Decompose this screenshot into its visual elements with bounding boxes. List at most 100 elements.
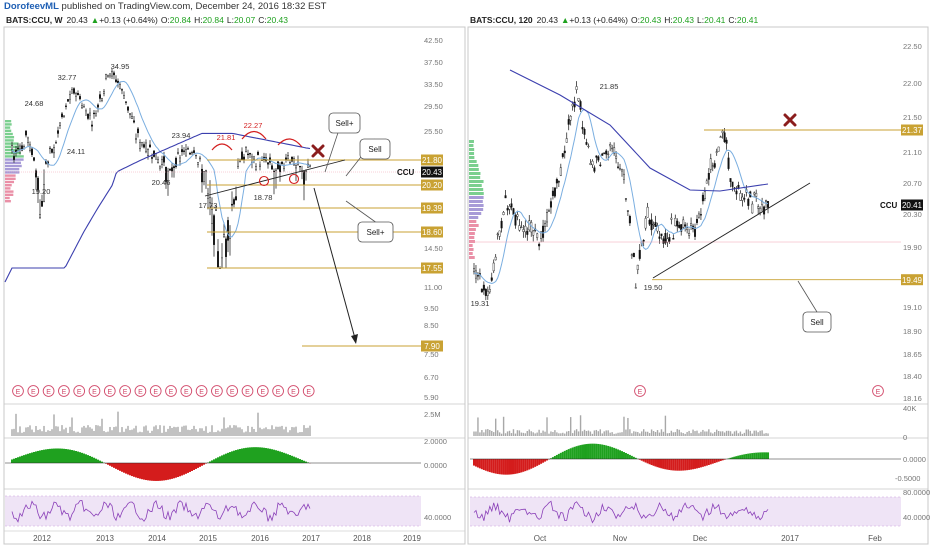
macd-histogram-bar <box>69 449 71 463</box>
slow-moving-average-line <box>4 132 311 283</box>
volume-bar <box>698 433 700 436</box>
price-candle-body <box>78 96 81 100</box>
volume-bar <box>169 425 171 436</box>
last-price: 20.43 <box>537 15 559 25</box>
y-axis-tick-label: 33.50 <box>424 80 443 89</box>
volume-bar <box>133 428 135 436</box>
volume-bar <box>287 432 289 436</box>
macd-histogram-bar <box>183 463 185 475</box>
price-candle-body <box>751 203 754 214</box>
macd-histogram-bar <box>607 445 610 459</box>
volume-bar <box>554 430 556 436</box>
price-candle-body <box>281 161 284 164</box>
macd-histogram-bar <box>579 445 582 459</box>
volume-bar <box>243 432 245 436</box>
macd-histogram-bar <box>731 457 734 459</box>
quote-label: O: <box>631 15 640 25</box>
volume-bar <box>623 416 625 436</box>
macd-histogram-bar <box>109 463 111 466</box>
macd-histogram-bar <box>619 450 622 459</box>
macd-histogram-bar <box>15 457 17 463</box>
price-candle-body <box>122 95 125 99</box>
x-axis-tick-label: 2018 <box>353 534 371 543</box>
volume-bar <box>646 431 649 436</box>
price-candle-body <box>540 231 543 239</box>
price-candle-body <box>295 165 298 169</box>
macd-histogram-bar <box>680 459 683 471</box>
volume-bar <box>496 430 499 436</box>
volume-bar <box>285 426 287 436</box>
x-axis-tick-label: Dec <box>693 534 707 543</box>
macd-histogram-bar <box>201 463 203 466</box>
price-annotation: 19.20 <box>32 187 51 196</box>
price-level-label: 7.90 <box>424 342 440 351</box>
macd-histogram-bar <box>179 463 181 477</box>
macd-histogram-bar <box>684 459 687 471</box>
macd-histogram-bar <box>245 447 247 463</box>
price-candle-body <box>210 209 213 224</box>
volume-bar <box>237 427 239 436</box>
macd-histogram-bar <box>115 463 117 469</box>
price-candle-body <box>142 144 145 148</box>
volume-bar <box>700 431 702 436</box>
price-candle-body <box>510 203 513 208</box>
price-candle-body <box>506 208 509 211</box>
slow-moving-average-line <box>509 69 769 192</box>
macd-histogram-bar <box>127 463 129 475</box>
volume-bar <box>181 426 183 436</box>
price-candle-body <box>232 199 235 205</box>
quote-value: 20.43 <box>267 15 289 25</box>
volume-bar <box>309 425 311 436</box>
price-level-tag <box>901 274 923 286</box>
volume-bar <box>163 425 165 436</box>
macd-histogram-bar <box>161 463 163 481</box>
volume-bar <box>739 431 742 436</box>
price-candle-body <box>33 157 36 161</box>
y-axis-tick-label: 37.50 <box>424 58 443 67</box>
left-panel-frame <box>3 26 466 545</box>
volume-bar <box>289 430 291 436</box>
price-candle-body <box>721 130 724 133</box>
macd-histogram-bar <box>75 451 77 463</box>
volume-bar <box>749 430 751 436</box>
volume-bar <box>761 430 763 436</box>
published-text: published on TradingView.com, December 2… <box>61 1 327 12</box>
macd-histogram-bar <box>546 459 549 461</box>
author-name[interactable]: DorofeevML <box>4 1 59 12</box>
earnings-marker <box>287 385 300 397</box>
volume-profile-bar <box>469 200 483 203</box>
macd-histogram-bar <box>563 450 566 459</box>
macd-histogram-bar <box>307 462 309 463</box>
volume-bar <box>199 428 201 436</box>
price-candle-body <box>220 257 223 269</box>
macd-histogram-bar <box>526 459 529 471</box>
callout-label: Sell <box>810 318 824 327</box>
macd-histogram-bar <box>99 460 101 463</box>
macd-histogram-bar <box>37 450 39 463</box>
price-candle-body <box>694 227 697 237</box>
macd-histogram-bar <box>630 455 633 459</box>
price-candle-body <box>160 159 163 165</box>
macd-histogram-bar <box>271 449 273 463</box>
price-candle-body <box>206 193 209 199</box>
rsi-line <box>11 499 311 523</box>
volume-bar <box>225 428 227 436</box>
volume-bar <box>65 427 67 436</box>
macd-histogram-bar <box>755 452 758 459</box>
earnings-marker-label: E <box>260 389 265 396</box>
price-annotation: 18.78 <box>254 193 273 202</box>
quote-label: O: <box>161 15 170 25</box>
volume-profile-bar <box>5 152 21 155</box>
macd-histogram-bar <box>711 459 714 464</box>
x-axis-tick-label: 2014 <box>148 534 166 543</box>
quote-label: L: <box>227 15 234 25</box>
price-candle-body <box>184 149 187 157</box>
x-axis-tick-label: 2012 <box>33 534 51 543</box>
price-candle-body <box>666 238 669 243</box>
price-candle-body <box>603 152 606 154</box>
price-candle-body <box>757 206 760 209</box>
earnings-marker-label: E <box>306 389 311 396</box>
volume-profile-bar <box>5 177 16 180</box>
price-candle-body <box>100 98 103 101</box>
volume-bar <box>504 433 507 436</box>
